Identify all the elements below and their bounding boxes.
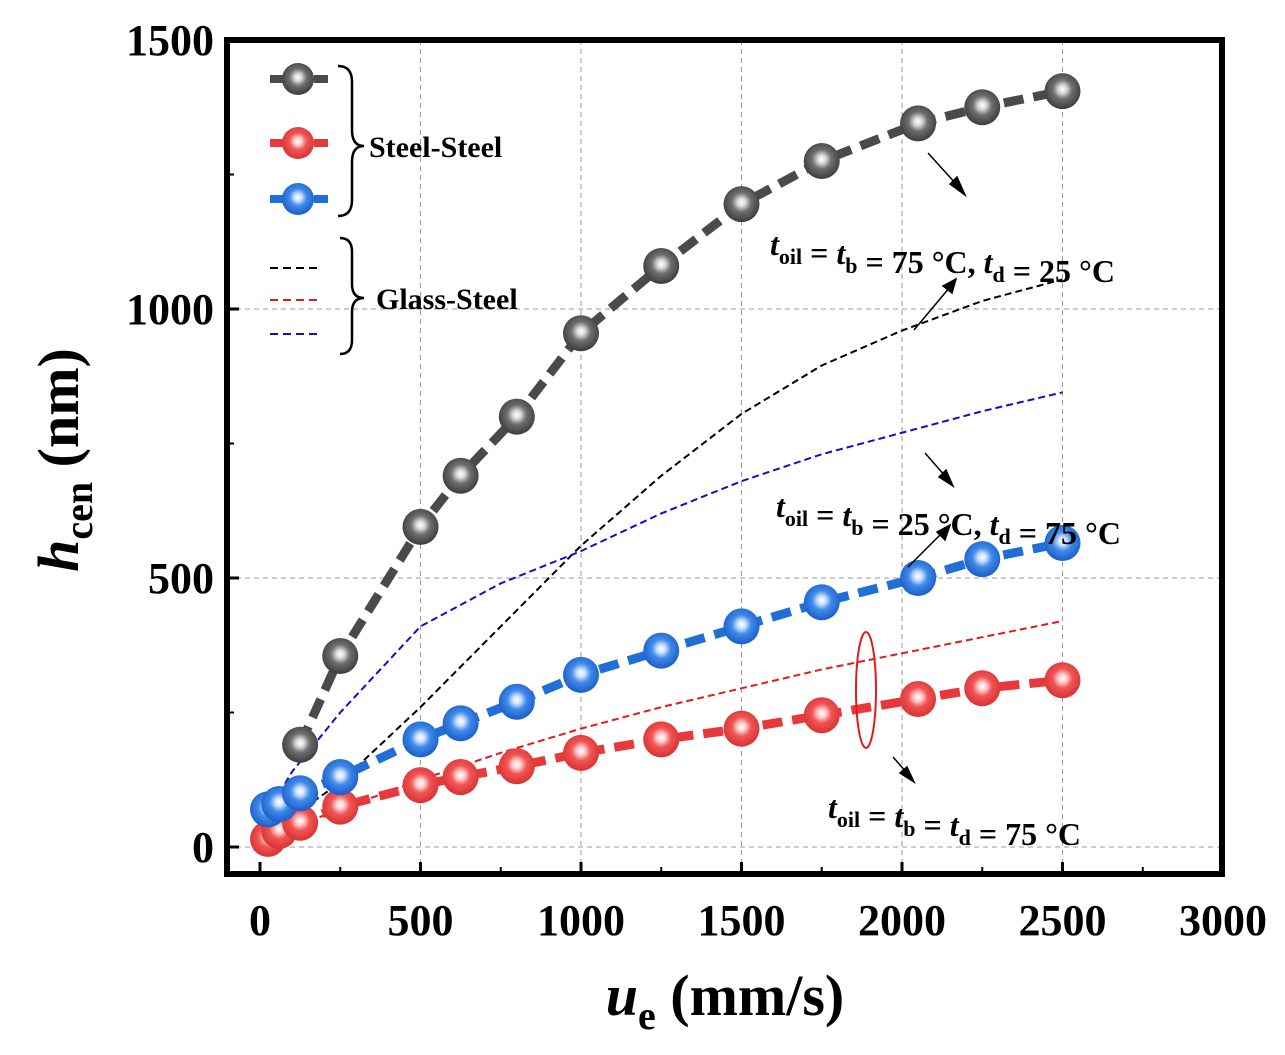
data-point-steel-steel-red — [1044, 662, 1081, 699]
x-tick-label: 2500 — [1019, 896, 1107, 945]
legend: Steel-Steel Glass-Steel — [270, 63, 518, 356]
legend-label-glass: Glass-Steel — [376, 283, 518, 316]
data-point-steel-steel-black — [803, 143, 840, 180]
data-point-steel-steel-blue — [1044, 525, 1081, 562]
data-point-steel-steel-black — [723, 186, 760, 223]
series-line-glass-steel-blue — [267, 391, 1063, 813]
data-point-steel-steel-black — [442, 457, 479, 494]
y-tick-label: 500 — [148, 554, 214, 603]
annotation-a3: toil = tb = td = 75 °C — [828, 789, 1081, 852]
annotations: toil = tb = 75 °C, td = 25 °C toil = tb =… — [770, 226, 1121, 852]
data-point-steel-steel-black — [563, 315, 599, 352]
data-point-steel-steel-red — [402, 767, 439, 804]
annotation-a2: toil = tb = 25 °C, td = 75 °C — [776, 488, 1121, 551]
series-line-steel-steel-black — [296, 86, 1064, 747]
legend-steel-red — [270, 127, 330, 159]
data-point-steel-steel-red — [964, 670, 1001, 707]
data-point-steel-steel-blue — [900, 560, 937, 596]
data-point-steel-steel-black — [900, 105, 937, 142]
tick-labels: 0 500 1000 1500 2000 2500 3000 0 500 1000 1500 — [126, 16, 1267, 945]
x-tick-label: 2000 — [858, 896, 946, 945]
y-tick-label: 0 — [192, 823, 214, 872]
series-layer — [250, 73, 1081, 857]
annotation-arrows — [892, 152, 967, 785]
axis-ticks — [227, 38, 1225, 874]
x-tick-label: 1500 — [698, 896, 786, 945]
annotation-ellipse — [855, 631, 877, 749]
data-point-steel-steel-black — [498, 398, 535, 435]
data-point-steel-steel-black — [402, 508, 439, 545]
x-tick-label: 0 — [249, 896, 271, 945]
data-point-steel-steel-blue — [322, 759, 359, 796]
data-point-steel-steel-blue — [643, 632, 680, 669]
data-point-steel-steel-black — [964, 89, 1001, 126]
data-point-steel-steel-blue — [442, 705, 479, 742]
data-point-steel-steel-blue — [964, 541, 1001, 578]
legend-steel-black — [270, 63, 330, 95]
data-point-steel-steel-black — [322, 638, 359, 675]
y-tick-label: 1000 — [126, 285, 214, 334]
x-tick-label: 3000 — [1179, 896, 1267, 945]
x-tick-label: 500 — [388, 896, 454, 945]
data-point-steel-steel-black — [1044, 73, 1081, 110]
plot-frame — [224, 37, 1225, 877]
x-tick-label: 1000 — [537, 896, 625, 945]
data-point-steel-steel-blue — [402, 721, 439, 758]
data-point-steel-steel-red — [442, 759, 479, 796]
data-point-steel-steel-red — [498, 748, 535, 785]
legend-label-steel: Steel-Steel — [369, 131, 502, 164]
data-point-steel-steel-red — [803, 697, 840, 734]
legend-brace-glass — [339, 236, 365, 356]
data-point-steel-steel-red — [900, 681, 937, 718]
data-point-steel-steel-red — [643, 721, 680, 758]
data-point-steel-steel-black — [643, 247, 680, 284]
data-point-steel-steel-blue — [803, 584, 840, 621]
y-axis-title: hcen (nm) — [26, 348, 101, 572]
data-point-steel-steel-blue — [723, 608, 760, 645]
annotation-a1: toil = tb = 75 °C, td = 25 °C — [770, 226, 1115, 289]
data-point-steel-steel-blue — [498, 683, 535, 720]
data-point-steel-steel-red — [563, 734, 599, 771]
data-point-steel-steel-black — [282, 726, 319, 763]
series-line-glass-steel-black — [267, 278, 1063, 835]
data-point-steel-steel-red — [322, 788, 359, 825]
x-axis-title: ue (mm/s) — [606, 963, 844, 1038]
data-point-steel-steel-blue — [282, 775, 319, 812]
legend-brace-steel — [337, 64, 365, 218]
data-point-steel-steel-red — [723, 710, 760, 747]
data-point-steel-steel-blue — [563, 656, 599, 693]
y-tick-label: 1500 — [126, 16, 214, 65]
legend-steel-blue — [270, 183, 330, 215]
